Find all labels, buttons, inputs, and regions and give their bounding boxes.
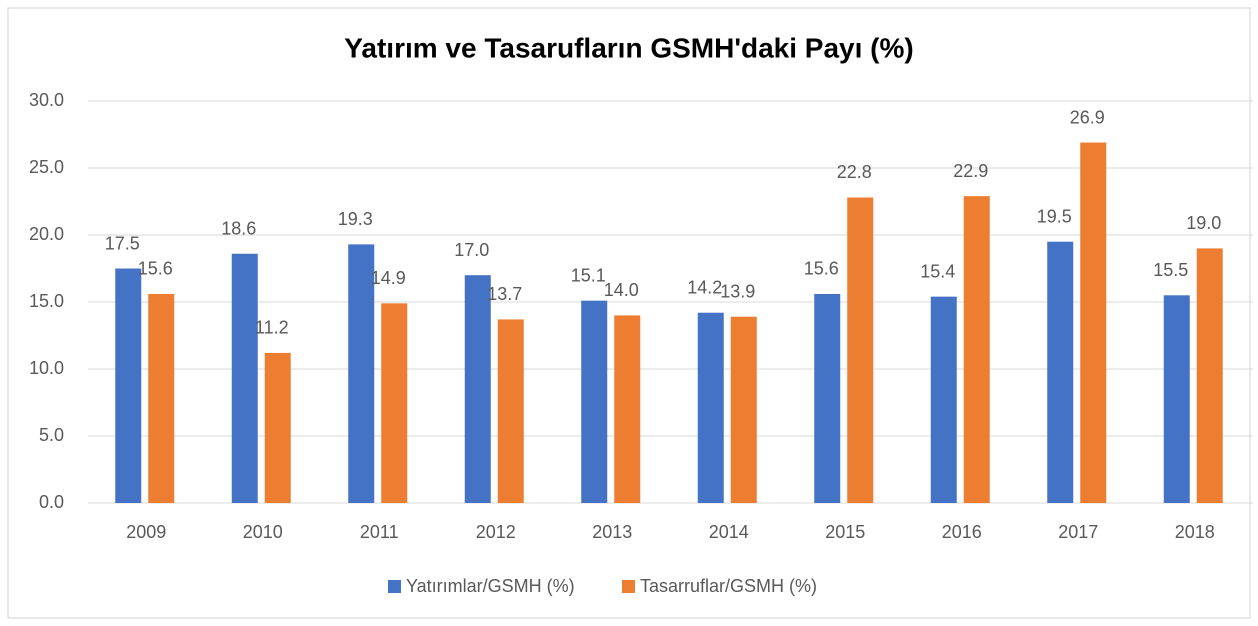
bar [847, 197, 874, 504]
bar [348, 244, 375, 503]
data-label: 18.6 [221, 219, 256, 239]
chart-border [7, 7, 1251, 619]
data-label: 17.5 [105, 233, 140, 253]
data-label: 15.6 [138, 259, 173, 279]
bar [1163, 295, 1190, 503]
data-label: 26.9 [1070, 107, 1105, 127]
x-tick-label: 2017 [1058, 522, 1098, 542]
data-label: 15.1 [571, 265, 606, 285]
bar [148, 293, 175, 503]
bar [497, 319, 524, 503]
y-tick-label: 5.0 [39, 425, 64, 445]
bar [381, 303, 408, 503]
x-tick-label: 2012 [476, 522, 516, 542]
x-tick-label: 2011 [360, 522, 399, 542]
bar [1047, 241, 1074, 503]
legend-swatch [622, 580, 635, 593]
x-tick-label: 2014 [709, 522, 749, 542]
data-label: 15.6 [804, 259, 839, 279]
y-tick-label: 30.0 [29, 90, 64, 110]
x-tick-label: 2013 [592, 522, 632, 542]
bar [730, 316, 757, 503]
data-label: 19.5 [1037, 206, 1072, 226]
bar [1196, 248, 1223, 503]
bar [1080, 142, 1107, 504]
data-label: 19.3 [338, 209, 373, 229]
data-label: 13.7 [487, 284, 522, 304]
bar [464, 275, 491, 503]
data-label: 14.9 [371, 268, 406, 288]
y-tick-label: 20.0 [29, 224, 64, 244]
x-tick-label: 2018 [1175, 522, 1215, 542]
y-tick-label: 0.0 [39, 492, 64, 512]
bar [581, 300, 608, 503]
data-label: 19.0 [1186, 213, 1221, 233]
data-label: 22.9 [953, 161, 988, 181]
bar [264, 352, 291, 503]
data-label: 15.5 [1153, 260, 1188, 280]
bar [930, 296, 957, 503]
bar [963, 196, 990, 503]
bar [614, 315, 641, 503]
x-tick-label: 2015 [825, 522, 865, 542]
x-tick-label: 2009 [126, 522, 166, 542]
y-tick-label: 15.0 [29, 291, 64, 311]
data-label: 17.0 [454, 240, 489, 260]
legend-label: Yatırımlar/GSMH (%) [406, 576, 575, 596]
bar [115, 268, 142, 503]
legend-label: Tasarruflar/GSMH (%) [640, 576, 817, 596]
y-tick-label: 25.0 [29, 157, 64, 177]
data-label: 13.9 [720, 281, 755, 301]
bar [814, 293, 841, 503]
bar [697, 312, 724, 503]
data-label: 22.8 [837, 162, 872, 182]
chart-title: Yatırım ve Tasarufların GSMH'daki Payı (… [344, 32, 913, 63]
bar [231, 253, 258, 503]
data-label: 14.0 [604, 280, 639, 300]
data-label: 11.2 [255, 318, 289, 338]
x-tick-label: 2016 [942, 522, 982, 542]
data-label: 15.4 [920, 261, 955, 281]
legend-swatch [388, 580, 401, 593]
x-tick-label: 2010 [243, 522, 283, 542]
data-label: 14.2 [687, 277, 722, 297]
y-tick-label: 10.0 [29, 358, 64, 378]
